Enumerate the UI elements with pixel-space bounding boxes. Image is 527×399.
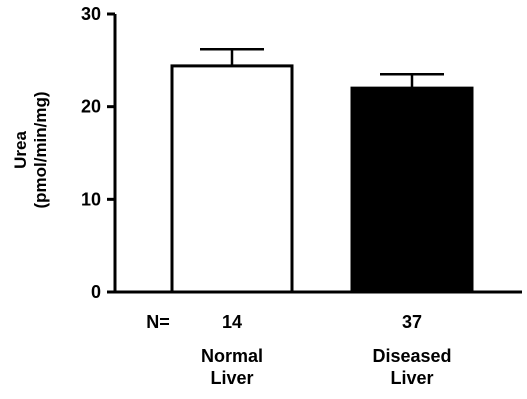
bar [350, 86, 474, 294]
y-tick-label: 10 [81, 189, 101, 209]
n-prefix-label: N= [146, 312, 170, 332]
y-tick-label: 30 [81, 4, 101, 24]
y-axis: 0 10 20 30 [81, 4, 117, 302]
bar [170, 64, 294, 294]
y-axis-title-line-2: (pmol/min/mg) [31, 91, 50, 208]
x-category-label: Diseased [372, 346, 451, 366]
x-category-label: Liver [390, 368, 433, 388]
n-value-label: 14 [222, 312, 242, 332]
y-tick-label: 0 [91, 282, 101, 302]
bars [170, 47, 474, 294]
x-category-label: Normal [201, 346, 263, 366]
y-axis-title-line-1: Urea [11, 131, 30, 169]
n-value-label: 37 [402, 312, 422, 332]
x-category-label: Liver [210, 368, 253, 388]
y-tick-label: 20 [81, 97, 101, 117]
y-axis-title: Urea (pmol/min/mg) [11, 91, 50, 208]
